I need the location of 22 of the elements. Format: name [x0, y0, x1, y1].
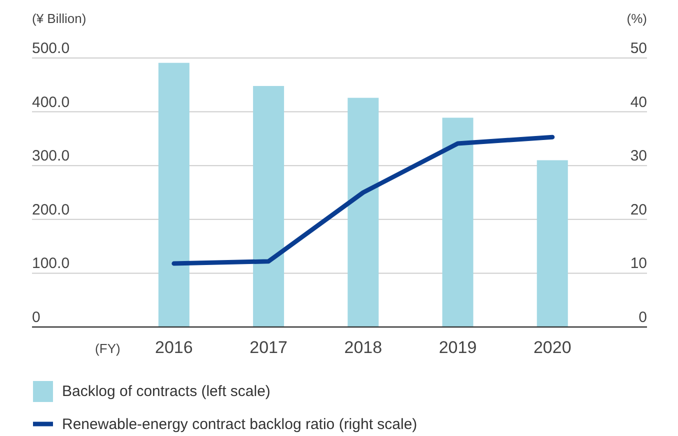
y2-tick-label: 40	[630, 94, 647, 111]
y-axis-title: (¥ Billion)	[32, 11, 86, 26]
y-tick-label: 400.0	[32, 94, 70, 111]
y-tick-label: 500.0	[32, 40, 70, 57]
y-tick-label: 300.0	[32, 148, 70, 165]
y-tick-label: 0	[32, 309, 40, 326]
x-tick-label: 2019	[438, 338, 477, 357]
x-axis-title: (FY)	[95, 341, 120, 356]
y-tick-label: 200.0	[32, 201, 70, 218]
x-tick-label: 2020	[533, 338, 572, 357]
y2-axis-title: (%)	[626, 11, 647, 26]
y2-tick-label: 50	[630, 40, 647, 57]
y2-tick-label: 30	[630, 148, 647, 165]
x-tick-label: 2016	[155, 338, 193, 357]
y-tick-label: 100.0	[32, 255, 70, 272]
y2-tick-label: 20	[630, 201, 647, 218]
x-tick-label: 2018	[344, 338, 382, 357]
y2-tick-label: 0	[638, 309, 647, 326]
legend-label: Backlog of contracts (left scale)	[62, 383, 270, 400]
y2-tick-label: 10	[630, 255, 647, 272]
x-tick-label: 2017	[250, 338, 288, 357]
legend-label: Renewable-energy contract backlog ratio (right scale)	[62, 416, 418, 433]
